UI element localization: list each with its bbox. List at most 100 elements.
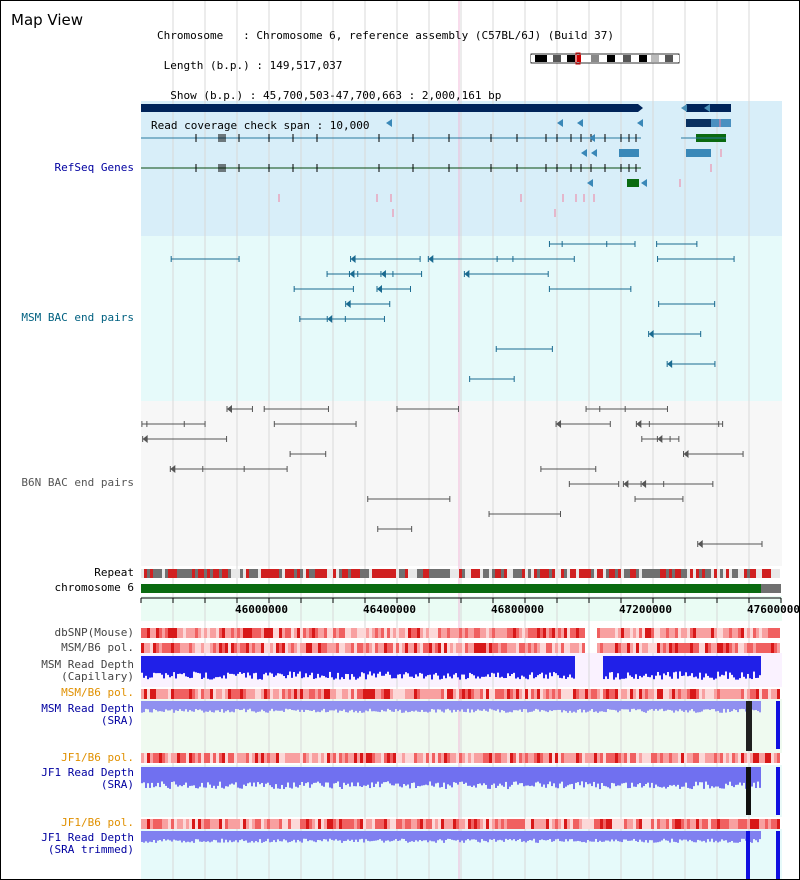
- msm-b6-pol-label[interactable]: MSM/B6 pol.: [61, 641, 134, 654]
- depth-bar: [311, 701, 313, 711]
- heat-cell: [354, 753, 357, 763]
- msm-bac-label[interactable]: MSM BAC end pairs: [21, 311, 134, 324]
- repeat-block: [684, 569, 687, 578]
- jf1-read-sra-trim-label[interactable]: JF1 Read Depth (SRA trimmed): [41, 831, 134, 856]
- depth-bar: [341, 701, 343, 711]
- heat-cell: [471, 643, 474, 653]
- heat-cell: [480, 753, 483, 763]
- heat-cell: [690, 628, 693, 638]
- depth-bar: [207, 831, 209, 842]
- refseq-genes-label[interactable]: RefSeq Genes: [54, 161, 134, 174]
- repeat-block: [486, 569, 489, 578]
- jf1-b6-pol-label[interactable]: JF1/B6 pol.: [61, 751, 134, 764]
- heat-cell: [627, 643, 630, 653]
- heat-cell: [756, 643, 759, 653]
- depth-bar: [145, 831, 147, 842]
- depth-bar: [689, 656, 691, 676]
- depth-bar: [553, 831, 555, 842]
- depth-bar: [439, 701, 441, 710]
- depth-bar: [291, 767, 293, 789]
- heat-cell: [360, 689, 363, 699]
- heat-cell: [228, 628, 231, 638]
- repeat-label[interactable]: Repeat: [94, 566, 134, 579]
- repeat-block: [567, 569, 570, 578]
- heat-cell: [717, 628, 720, 638]
- heat-cell: [546, 689, 549, 699]
- bac-arrow: [648, 330, 654, 338]
- depth-bar: [369, 656, 371, 672]
- depth-bar: [317, 767, 319, 782]
- depth-bar: [189, 656, 191, 679]
- heat-cell: [402, 819, 405, 829]
- bac-arrow: [142, 435, 148, 443]
- heat-cell: [750, 819, 753, 829]
- heat-cell: [525, 819, 528, 829]
- repeat-block: [699, 569, 702, 578]
- heat-cell: [381, 753, 384, 763]
- depth-bar: [177, 831, 179, 841]
- heat-cell: [762, 643, 765, 653]
- heat-cell: [576, 753, 579, 763]
- heat-cell: [336, 628, 339, 638]
- msm-b6-pol2-label[interactable]: MSM/B6 pol.: [61, 686, 134, 699]
- repeat-block: [183, 569, 186, 578]
- repeat-block: [393, 569, 396, 578]
- depth-bar: [691, 656, 693, 674]
- heat-cell: [369, 628, 372, 638]
- heat-cell: [447, 643, 450, 653]
- repeat-block: [714, 569, 717, 578]
- heat-cell: [150, 628, 153, 638]
- heat-cell: [345, 643, 348, 653]
- msm-read-sra-label[interactable]: MSM Read Depth (SRA): [41, 702, 134, 727]
- heat-cell: [414, 819, 417, 829]
- heat-cell: [348, 628, 351, 638]
- depth-bar: [701, 701, 703, 712]
- depth-bar: [347, 831, 349, 840]
- depth-bar: [463, 767, 465, 784]
- heat-cell: [630, 643, 633, 653]
- repeat-block: [657, 569, 660, 578]
- depth-bar: [539, 831, 541, 841]
- depth-bar: [435, 831, 437, 843]
- depth-bar: [319, 831, 321, 841]
- heat-cell: [300, 628, 303, 638]
- jf1-b6-pol2-label[interactable]: JF1/B6 pol.: [61, 816, 134, 829]
- depth-bar: [391, 767, 393, 786]
- heat-cell: [354, 689, 357, 699]
- dbsnp-label[interactable]: dbSNP(Mouse): [54, 626, 134, 639]
- heat-cell: [201, 753, 204, 763]
- heat-cell: [570, 819, 573, 829]
- depth-spike: [746, 701, 752, 751]
- depth-bar: [587, 767, 589, 785]
- heat-cell: [489, 819, 492, 829]
- heat-cell: [726, 753, 729, 763]
- depth-bar: [619, 831, 621, 842]
- depth-bar: [535, 831, 537, 843]
- repeat-block: [345, 569, 348, 578]
- chromosome-label[interactable]: chromosome 6: [54, 581, 134, 594]
- gene-bar: [619, 149, 639, 157]
- repeat-block: [243, 569, 246, 578]
- heat-cell: [465, 689, 468, 699]
- heat-cell: [705, 819, 708, 829]
- depth-bar: [465, 831, 467, 841]
- depth-bar: [375, 656, 377, 678]
- heat-cell: [540, 628, 543, 638]
- heat-cell: [705, 643, 708, 653]
- depth-bar: [531, 831, 533, 841]
- msm-read-cap-label[interactable]: MSM Read Depth (Capillary): [41, 658, 134, 683]
- depth-bar: [709, 767, 711, 789]
- heat-cell: [750, 753, 753, 763]
- jf1-read-sra-label[interactable]: JF1 Read Depth (SRA): [41, 766, 134, 791]
- heat-cell: [489, 689, 492, 699]
- repeat-block: [207, 569, 210, 578]
- depth-bar: [391, 656, 393, 679]
- depth-bar: [759, 656, 761, 676]
- depth-bar: [179, 701, 181, 710]
- heat-cell: [762, 689, 765, 699]
- depth-bar: [143, 656, 145, 678]
- depth-bar: [249, 656, 251, 676]
- b6n-bac-label[interactable]: B6N BAC end pairs: [21, 476, 134, 489]
- heat-cell: [186, 753, 189, 763]
